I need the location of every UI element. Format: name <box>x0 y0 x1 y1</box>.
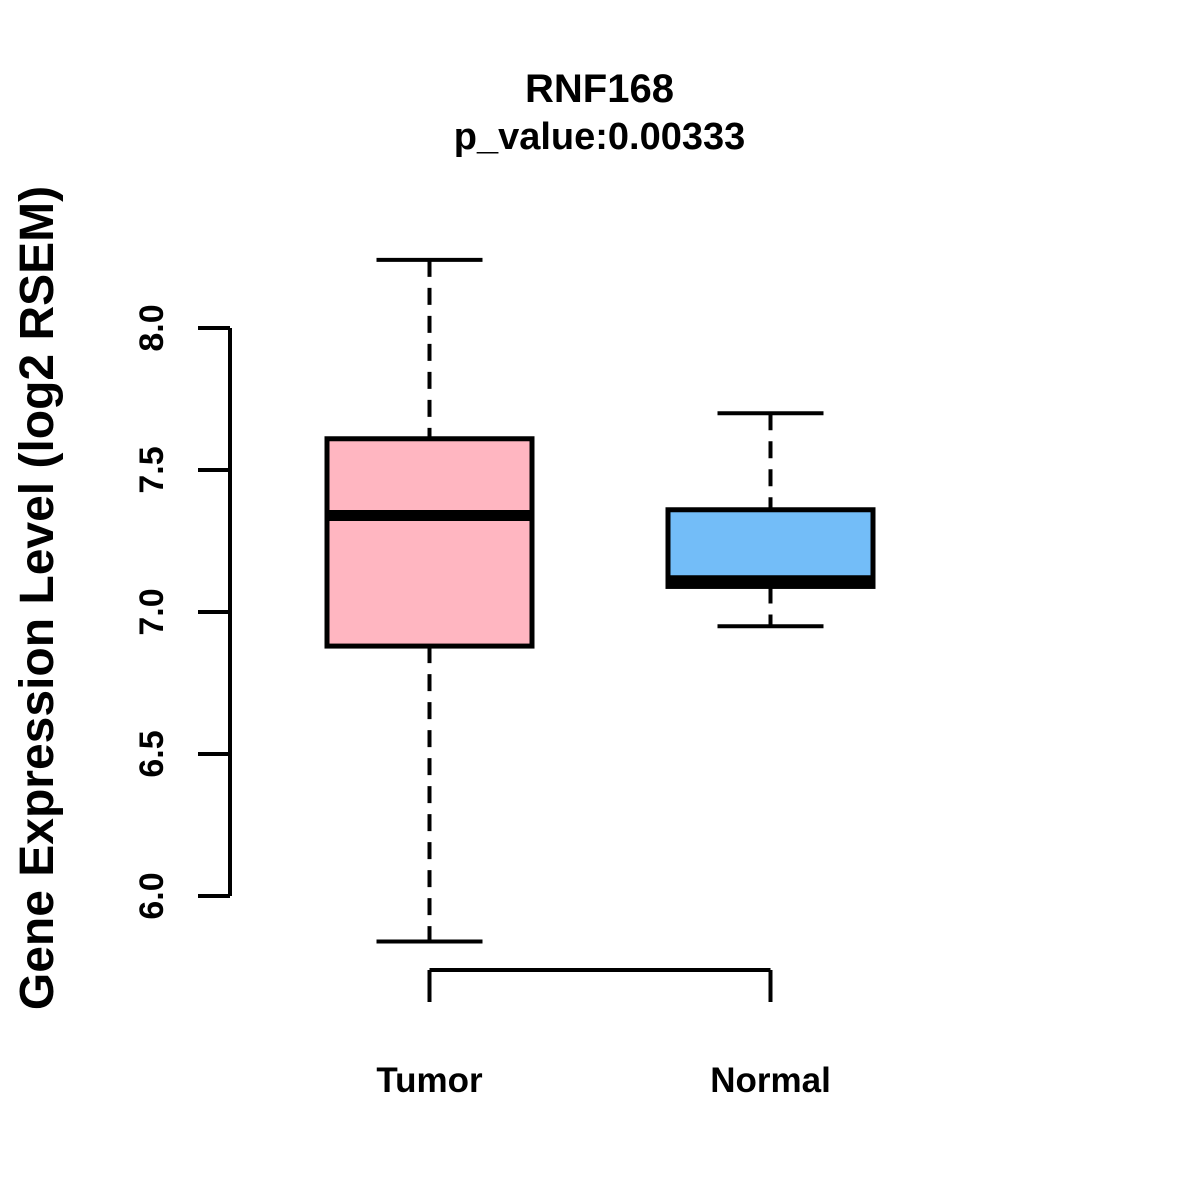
normal-box <box>665 507 876 589</box>
y-tick-label: 8.0 <box>133 304 171 351</box>
y-tick-label: 6.0 <box>133 872 171 919</box>
y-tick-label: 7.0 <box>133 588 171 635</box>
y-axis-title: Gene Expression Level (log2 RSEM) <box>11 186 64 1010</box>
tumor-box <box>324 436 535 649</box>
chart-title: RNF168 <box>525 67 674 111</box>
y-tick-label: 6.5 <box>133 730 171 777</box>
x-category-label: Normal <box>710 1061 831 1100</box>
chart-subtitle: p_value:0.00333 <box>453 116 746 158</box>
y-tick-label: 7.5 <box>133 446 171 493</box>
x-category-label: Tumor <box>376 1061 483 1100</box>
